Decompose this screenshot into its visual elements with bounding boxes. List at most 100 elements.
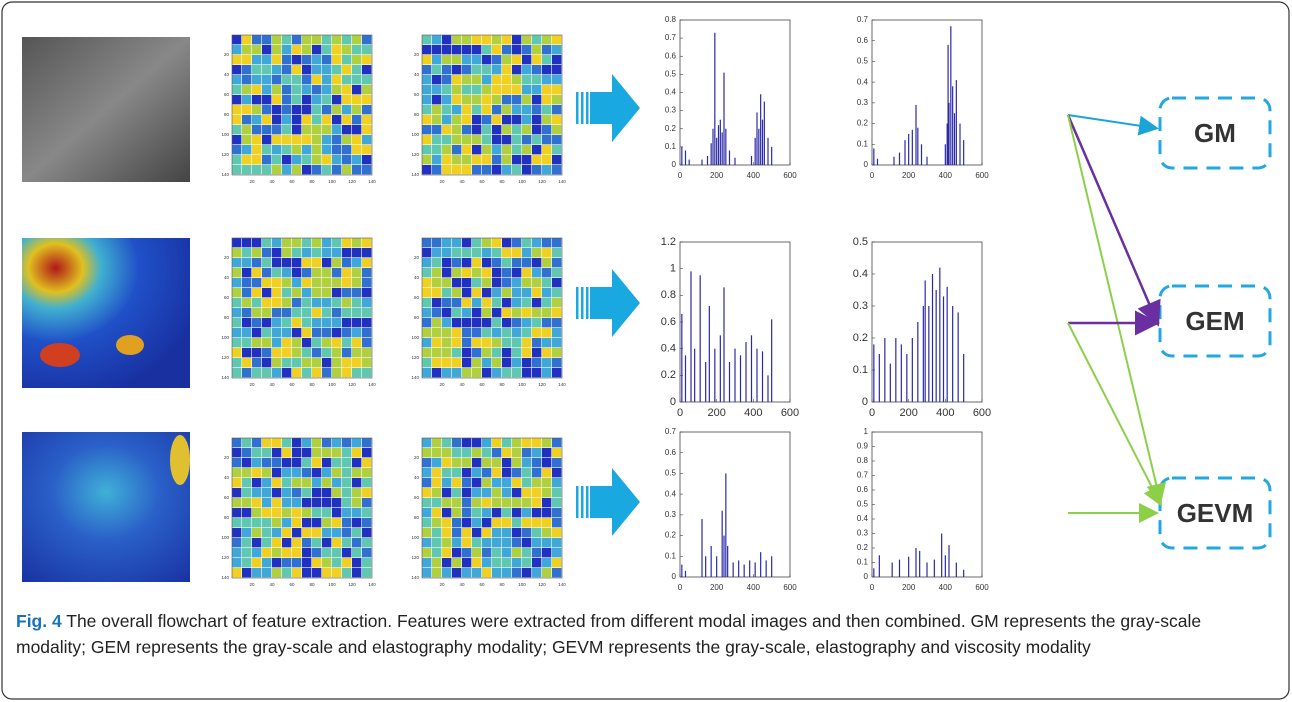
feature-cell bbox=[542, 558, 552, 568]
feature-cell bbox=[252, 528, 262, 538]
feature-cell bbox=[442, 55, 452, 65]
feature-cell bbox=[492, 85, 502, 95]
feature-cell bbox=[502, 278, 512, 288]
feature-cell bbox=[272, 35, 282, 45]
feature-cell bbox=[502, 288, 512, 298]
feature-cell bbox=[342, 55, 352, 65]
feature-cell bbox=[242, 288, 252, 298]
feature-cell bbox=[462, 538, 472, 548]
feature-cell bbox=[522, 298, 532, 308]
feature-cell bbox=[532, 258, 542, 268]
feature-cell bbox=[302, 288, 312, 298]
feature-cell bbox=[522, 468, 532, 478]
feature-cell bbox=[362, 35, 372, 45]
feature-cell bbox=[352, 438, 362, 448]
feature-cell bbox=[312, 45, 322, 55]
feature-cell bbox=[522, 145, 532, 155]
output-label: GM bbox=[1194, 118, 1236, 148]
feature-cell bbox=[532, 238, 542, 248]
feature-cell bbox=[322, 308, 332, 318]
feature-cell bbox=[522, 268, 532, 278]
feature-cell bbox=[292, 55, 302, 65]
feature-cell bbox=[332, 258, 342, 268]
feature-cell bbox=[452, 85, 462, 95]
feature-cell bbox=[282, 238, 292, 248]
feature-cell bbox=[302, 438, 312, 448]
x-tick-label: 400 bbox=[747, 171, 761, 180]
feature-cell bbox=[432, 488, 442, 498]
feature-cell bbox=[232, 35, 242, 45]
feature-cell bbox=[442, 165, 452, 175]
feature-cell bbox=[272, 568, 282, 578]
feature-cell bbox=[452, 508, 462, 518]
feature-cell bbox=[342, 268, 352, 278]
feature-cell bbox=[462, 328, 472, 338]
feature-cell bbox=[492, 328, 502, 338]
feature-cell bbox=[452, 458, 462, 468]
feature-cell bbox=[452, 448, 462, 458]
feature-cell bbox=[272, 448, 282, 458]
feature-cell bbox=[262, 438, 272, 448]
feature-cell bbox=[342, 45, 352, 55]
feature-cell bbox=[282, 438, 292, 448]
feature-cell bbox=[462, 438, 472, 448]
feature-cell bbox=[322, 348, 332, 358]
feature-cell bbox=[512, 468, 522, 478]
feature-cell bbox=[542, 95, 552, 105]
feature-cell bbox=[312, 95, 322, 105]
feature-cell bbox=[532, 468, 542, 478]
feature-cell bbox=[552, 488, 562, 498]
feature-cell bbox=[322, 568, 332, 578]
feature-cell bbox=[492, 35, 502, 45]
x-tick-label: 200 bbox=[707, 407, 725, 419]
feature-cell bbox=[522, 135, 532, 145]
feature-cell bbox=[322, 125, 332, 135]
feature-cell bbox=[262, 348, 272, 358]
matrix-tick-label: 100 bbox=[221, 335, 229, 340]
feature-cell bbox=[532, 348, 542, 358]
feature-cell bbox=[342, 145, 352, 155]
feature-cell bbox=[472, 328, 482, 338]
y-tick-label: 0.2 bbox=[857, 543, 869, 552]
feature-cell bbox=[552, 478, 562, 488]
feature-cell bbox=[312, 338, 322, 348]
feature-cell bbox=[542, 498, 552, 508]
feature-map-border bbox=[421, 237, 563, 379]
feature-cell bbox=[432, 468, 442, 478]
feature-cell bbox=[252, 318, 262, 328]
feature-cell bbox=[272, 438, 282, 448]
feature-cell bbox=[242, 458, 252, 468]
feature-cell bbox=[532, 155, 542, 165]
feature-cell bbox=[272, 298, 282, 308]
y-tick-label: 0.6 bbox=[661, 316, 676, 328]
feature-cell bbox=[282, 358, 292, 368]
feature-cell bbox=[232, 548, 242, 558]
feature-cell bbox=[502, 348, 512, 358]
feature-cell bbox=[512, 438, 522, 448]
feature-cell bbox=[282, 248, 292, 258]
feature-cell bbox=[422, 268, 432, 278]
feature-cell bbox=[482, 135, 492, 145]
feature-cell bbox=[462, 528, 472, 538]
feature-cell bbox=[462, 85, 472, 95]
feature-cell bbox=[482, 258, 492, 268]
feature-cell bbox=[262, 518, 272, 528]
feature-cell bbox=[262, 448, 272, 458]
feature-cell bbox=[542, 368, 552, 378]
matrix-tick-label: 40 bbox=[269, 179, 275, 184]
feature-cell bbox=[432, 145, 442, 155]
viscosity-image bbox=[22, 432, 190, 582]
feature-cell bbox=[262, 268, 272, 278]
matrix-tick-label: 40 bbox=[414, 275, 420, 280]
feature-cell bbox=[432, 438, 442, 448]
feature-cell bbox=[432, 248, 442, 258]
feature-cell bbox=[462, 75, 472, 85]
feature-cell bbox=[302, 568, 312, 578]
feature-cell bbox=[542, 548, 552, 558]
feature-cell bbox=[472, 125, 482, 135]
arrow-stripe bbox=[576, 486, 579, 518]
feature-cell bbox=[472, 358, 482, 368]
matrix-tick-label: 140 bbox=[558, 179, 566, 184]
flow-arrow bbox=[1066, 114, 1161, 327]
feature-cell bbox=[292, 478, 302, 488]
